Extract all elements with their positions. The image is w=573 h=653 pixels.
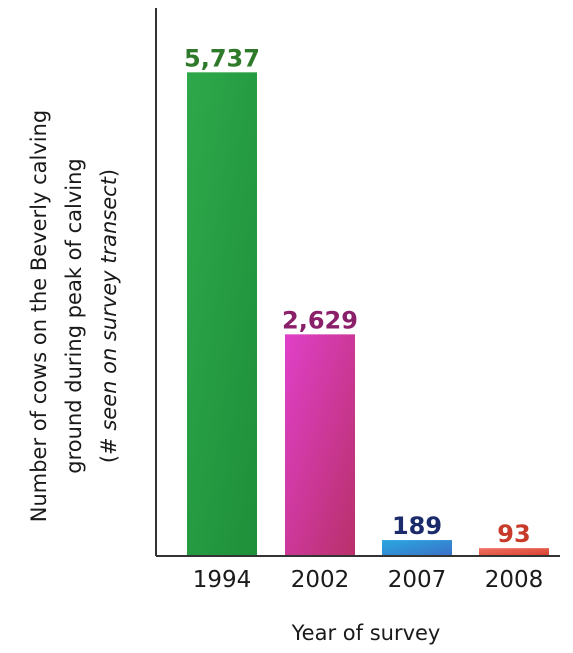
value-label-2008: 93 bbox=[497, 520, 530, 548]
x-tick-labels-group: 1994 2002 2007 2008 bbox=[193, 567, 544, 593]
x-tick-label-2007: 2007 bbox=[388, 567, 447, 593]
y-axis-title-line-1: Number of cows on the Beverly calving bbox=[27, 110, 51, 523]
y-axis-note-prefix: (# bbox=[97, 431, 121, 463]
y-axis-title-line-3: (# seen on survey transect) bbox=[97, 169, 121, 463]
x-tick-label-2008: 2008 bbox=[485, 567, 544, 593]
x-tick-label-2002: 2002 bbox=[291, 567, 350, 593]
value-label-2007: 189 bbox=[392, 512, 442, 540]
value-label-2002: 2,629 bbox=[282, 306, 358, 334]
y-axis-note-italic: seen on survey transect bbox=[97, 176, 121, 430]
value-labels-group: 5,737 2,629 189 93 bbox=[184, 44, 531, 548]
y-axis-title-group-2: ground during peak of calving bbox=[62, 158, 86, 473]
x-tick-label-1994: 1994 bbox=[193, 567, 252, 593]
y-axis-title-group-3: (# seen on survey transect) bbox=[97, 169, 121, 463]
x-axis-title: Year of survey bbox=[291, 621, 441, 645]
bar-2002 bbox=[285, 334, 355, 556]
value-label-1994: 5,737 bbox=[184, 44, 260, 72]
y-axis-title-line-2: ground during peak of calving bbox=[62, 158, 86, 473]
bars-group bbox=[187, 72, 549, 556]
y-axis-note-suffix: ) bbox=[97, 169, 121, 177]
bar-1994 bbox=[187, 72, 257, 556]
bar-2007 bbox=[382, 540, 452, 556]
bar-2008 bbox=[479, 548, 549, 556]
y-axis-title-group: Number of cows on the Beverly calving bbox=[27, 110, 51, 523]
